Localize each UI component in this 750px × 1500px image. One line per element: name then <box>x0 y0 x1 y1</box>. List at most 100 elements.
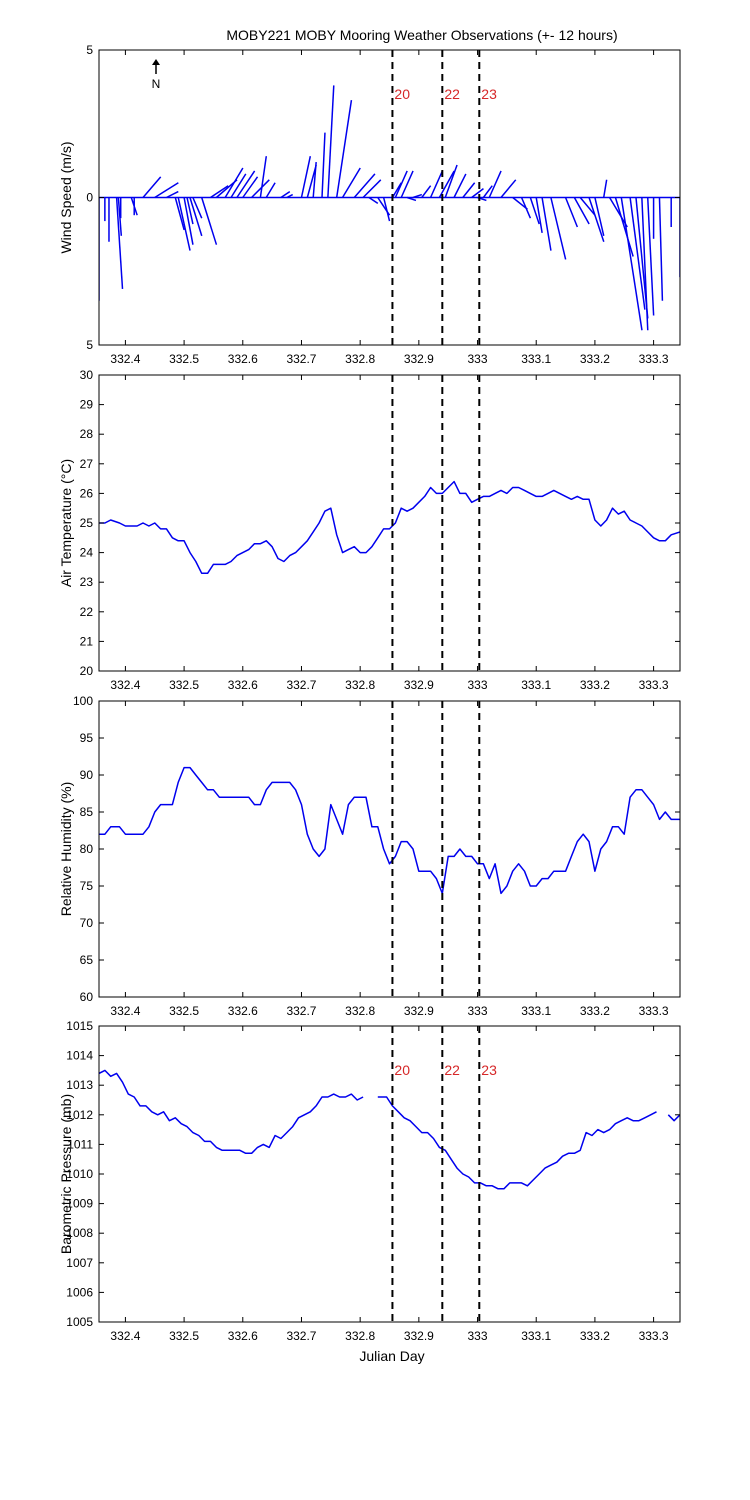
wind-stick <box>594 197 605 237</box>
x-tick-label: 332.4 <box>110 1329 140 1343</box>
wind-stick <box>500 179 517 198</box>
wind-stick <box>192 197 203 219</box>
x-tick-label: 332.8 <box>345 352 375 366</box>
x-tick-label: 333.2 <box>580 352 610 366</box>
wind-stick <box>658 197 664 301</box>
panel-2: 20 21 22 23 24 25 26 27 28 29 30 332.4 332.5 332.6 332… <box>58 368 681 692</box>
wind-stick <box>429 170 444 198</box>
y-tick-label: 1006 <box>66 1285 93 1299</box>
wind-stick <box>629 197 646 310</box>
wind-stick <box>154 182 179 199</box>
wind-stick <box>608 197 628 228</box>
wind-stick <box>471 188 484 199</box>
series-line-1 <box>99 1069 364 1155</box>
wind-stick <box>115 197 124 289</box>
wind-stick <box>142 176 162 198</box>
x-tick-label: 332.7 <box>286 1329 316 1343</box>
y-tick-label: 95 <box>80 731 94 745</box>
x-tick-label: 333.1 <box>521 1329 551 1343</box>
panel-4: 1005 1006 1007 1008 1009 1010 1011 1012 1013 1014… <box>58 1019 681 1343</box>
wind-stick <box>421 185 432 198</box>
y-tick-label: 85 <box>80 805 94 819</box>
wind-stick <box>210 185 229 199</box>
event-label: 20 <box>394 86 410 102</box>
wind-stick <box>327 85 335 198</box>
x-tick-label: 332.4 <box>110 352 140 366</box>
north-arrow-head <box>152 59 160 65</box>
north-label: N <box>152 77 161 91</box>
wind-stick <box>341 167 361 198</box>
y-tick-label: 30 <box>80 368 94 382</box>
x-tick-label: 333.2 <box>580 1329 610 1343</box>
wind-stick <box>335 100 353 198</box>
wind-stick <box>400 170 414 198</box>
event-label: 22 <box>444 1062 460 1078</box>
x-tick-label: 332.9 <box>404 1329 434 1343</box>
x-tick-label: 332.6 <box>228 678 258 692</box>
x-tick-label: 333.3 <box>639 1329 669 1343</box>
wind-stick <box>251 179 270 199</box>
north-arrow-icon: N <box>152 59 161 91</box>
x-tick-label: 333 <box>468 1004 488 1018</box>
wind-stick <box>573 197 590 225</box>
wind-stick <box>362 179 382 199</box>
x-tick-label: 332.8 <box>345 1329 375 1343</box>
series-line-2 <box>377 1096 657 1190</box>
x-tick-label: 332.9 <box>404 678 434 692</box>
wind-stick <box>462 182 476 198</box>
wind-stick <box>280 190 291 199</box>
x-tick-label: 332.4 <box>110 1004 140 1018</box>
y-tick-label: 0 <box>86 191 93 205</box>
y-tick-label: 1008 <box>66 1226 93 1240</box>
y-tick-label: 26 <box>80 486 94 500</box>
x-tick-label: 332.5 <box>169 678 199 692</box>
x-tick-label: 332.6 <box>228 1004 258 1018</box>
wind-stick <box>183 197 194 245</box>
series-line-1 <box>99 766 680 895</box>
wind-stick <box>382 197 391 222</box>
y-tick-label: 1005 <box>66 1315 93 1329</box>
y-tick-label: 1013 <box>66 1078 93 1092</box>
x-tick-label: 333.3 <box>639 1004 669 1018</box>
wind-stick <box>444 164 458 198</box>
wind-stick <box>224 167 244 198</box>
y-tick-label: 1010 <box>66 1167 93 1181</box>
x-tick-label: 332.5 <box>169 352 199 366</box>
x-tick-label: 332.7 <box>286 1004 316 1018</box>
x-tick-label: 332.6 <box>228 1329 258 1343</box>
y-tick-label: 21 <box>80 634 94 648</box>
y-tick-label: 22 <box>80 605 94 619</box>
y-axis-label: Barometric Pressure (mb) <box>58 1094 74 1254</box>
y-tick-label: 1015 <box>66 1019 93 1033</box>
wind-stick <box>453 173 467 198</box>
wind-stick <box>353 173 376 198</box>
x-tick-label: 333.3 <box>639 352 669 366</box>
y-tick-label: 70 <box>80 916 94 930</box>
x-tick-label: 332.5 <box>169 1004 199 1018</box>
x-tick-label: 332.7 <box>286 352 316 366</box>
wind-stick <box>177 197 191 251</box>
x-tick-label: 333.2 <box>580 678 610 692</box>
wind-stick <box>242 176 259 198</box>
y-tick-label: 28 <box>80 427 94 441</box>
wind-stick <box>117 197 123 236</box>
x-tick-label: 333.2 <box>580 1004 610 1018</box>
y-axis-label: Wind Speed (m/s) <box>58 141 74 253</box>
wind-stick <box>321 132 326 198</box>
x-tick-label: 333.1 <box>521 678 551 692</box>
wind-stick <box>602 179 608 198</box>
wind-stick <box>391 182 402 198</box>
figure-title: MOBY221 MOBY Mooring Weather Observation… <box>226 27 617 43</box>
y-tick-label: 5 <box>86 338 93 352</box>
x-tick-label: 333.1 <box>521 1004 551 1018</box>
event-label: 23 <box>481 1062 497 1078</box>
y-tick-label: 23 <box>80 575 94 589</box>
x-tick-label: 333 <box>468 1329 488 1343</box>
wind-stick <box>520 197 532 219</box>
wind-stick <box>230 173 247 198</box>
wind-stick <box>529 197 540 225</box>
y-tick-label: 60 <box>80 990 94 1004</box>
wind-stick <box>620 197 643 331</box>
y-axis-label: Relative Humidity (%) <box>58 782 74 917</box>
y-tick-label: 90 <box>80 768 94 782</box>
